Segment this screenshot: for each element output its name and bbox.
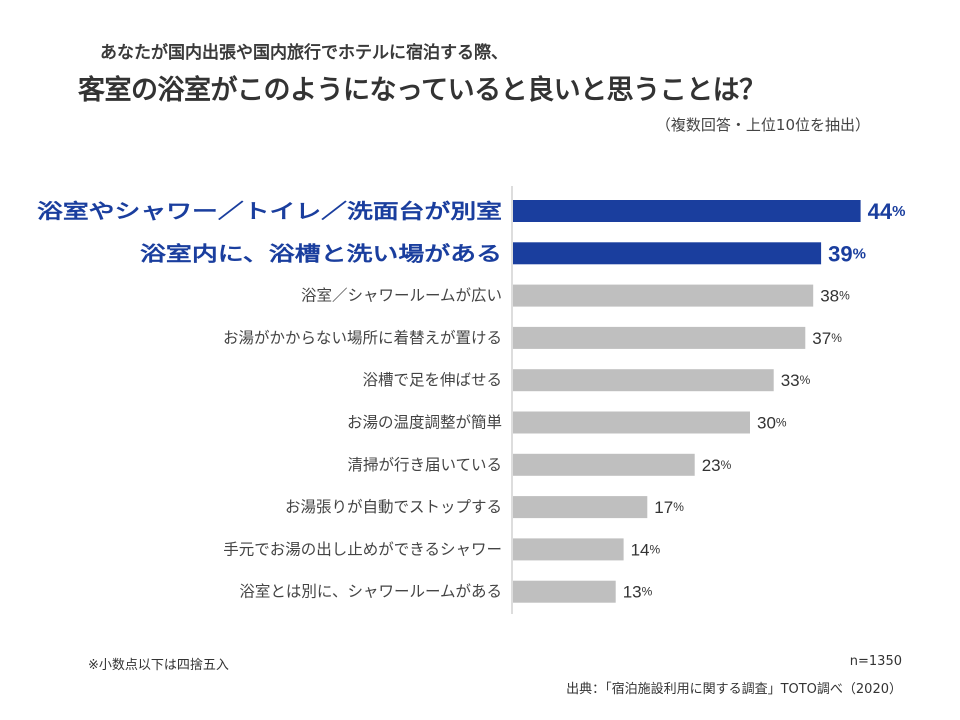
category-label: 浴室とは別に、シャワールームがある [239, 583, 502, 601]
value-label: 33% [781, 371, 811, 390]
bar [513, 496, 648, 519]
footnote: ※小数点以下は四捨五入 [88, 658, 229, 673]
bar-row: 浴室／シャワールームが広い 38% [301, 284, 850, 307]
value-number: 38 [820, 286, 839, 305]
value-unit: % [800, 373, 811, 387]
value-unit: % [853, 245, 866, 262]
value-unit: % [776, 416, 787, 430]
value-label: 23% [702, 455, 732, 474]
bar-row: お湯がかからない場所に着替えが置ける 37% [223, 326, 842, 349]
value-unit: % [642, 585, 653, 599]
bars-layer: 浴室やシャワー／トイレ／洗面台が別室 44%浴室内に、浴槽と洗い場がある 39%浴室… [37, 199, 905, 603]
value-number: 23 [702, 455, 721, 474]
value-number: 33 [781, 371, 800, 390]
bar-row: 浴室やシャワー／トイレ／洗面台が別室 44% [37, 199, 905, 224]
value-label: 38% [820, 286, 850, 305]
bar-row: 手元でお湯の出し止めができるシャワー 14% [223, 538, 661, 561]
bar [513, 580, 616, 603]
value-label: 13% [623, 582, 653, 601]
value-label: 44% [868, 199, 906, 224]
category-label: 手元でお湯の出し止めができるシャワー [223, 540, 502, 558]
category-label: 浴室やシャワー／トイレ／洗面台が別室 [37, 199, 502, 223]
value-label: 30% [757, 413, 787, 432]
category-label: 浴室内に、浴槽と洗い場がある [140, 241, 502, 265]
value-label: 17% [654, 498, 684, 517]
bar-row: 浴室内に、浴槽と洗い場がある 39% [140, 241, 866, 266]
value-number: 37 [812, 328, 831, 347]
bar-row: 浴室とは別に、シャワールームがある 13% [239, 580, 653, 603]
value-number: 17 [654, 498, 673, 517]
bar [513, 326, 806, 349]
bar-row: 清掃が行き届いている 23% [347, 453, 732, 476]
value-unit: % [892, 203, 905, 220]
value-unit: % [839, 289, 850, 303]
bar-row: お湯張りが自動でストップする 17% [285, 496, 684, 519]
category-label: 清掃が行き届いている [347, 456, 502, 474]
category-label: 浴槽で足を伸ばせる [362, 371, 502, 389]
source-credit: 出典：「宿泊施設利用に関する調査」TOTO調べ（2020） [566, 682, 902, 697]
category-label: お湯がかからない場所に着替えが置ける [223, 329, 502, 347]
value-number: 39 [828, 241, 852, 266]
chart-title: 客室の浴室がこのようになっていると良いと思うことは？ [78, 75, 766, 106]
category-label: 浴室／シャワールームが広い [301, 287, 502, 305]
value-number: 30 [757, 413, 776, 432]
bar [513, 369, 774, 392]
value-label: 39% [828, 241, 866, 266]
sample-size: n=1350 [849, 654, 902, 669]
bar-row: 浴槽で足を伸ばせる 33% [362, 369, 811, 392]
category-label: お湯張りが自動でストップする [285, 498, 502, 516]
bar-row: お湯の温度調整が簡単 30% [347, 411, 787, 434]
value-number: 13 [623, 582, 642, 601]
value-label: 37% [812, 328, 842, 347]
bar [513, 242, 822, 265]
value-unit: % [650, 542, 661, 556]
bar [513, 538, 624, 561]
bar [513, 284, 814, 307]
value-unit: % [721, 458, 732, 472]
bar [513, 453, 695, 476]
bar [513, 411, 750, 434]
chart-note: （複数回答・上位10位を抽出） [655, 116, 870, 134]
chart-subtitle: あなたが国内出張や国内旅行でホテルに宿泊する際、 [100, 43, 508, 63]
bar [513, 200, 861, 222]
value-unit: % [831, 331, 842, 345]
category-label: お湯の温度調整が簡単 [347, 414, 502, 432]
value-unit: % [673, 500, 684, 514]
value-label: 14% [631, 540, 661, 559]
value-number: 44 [868, 199, 893, 224]
value-number: 14 [631, 540, 650, 559]
